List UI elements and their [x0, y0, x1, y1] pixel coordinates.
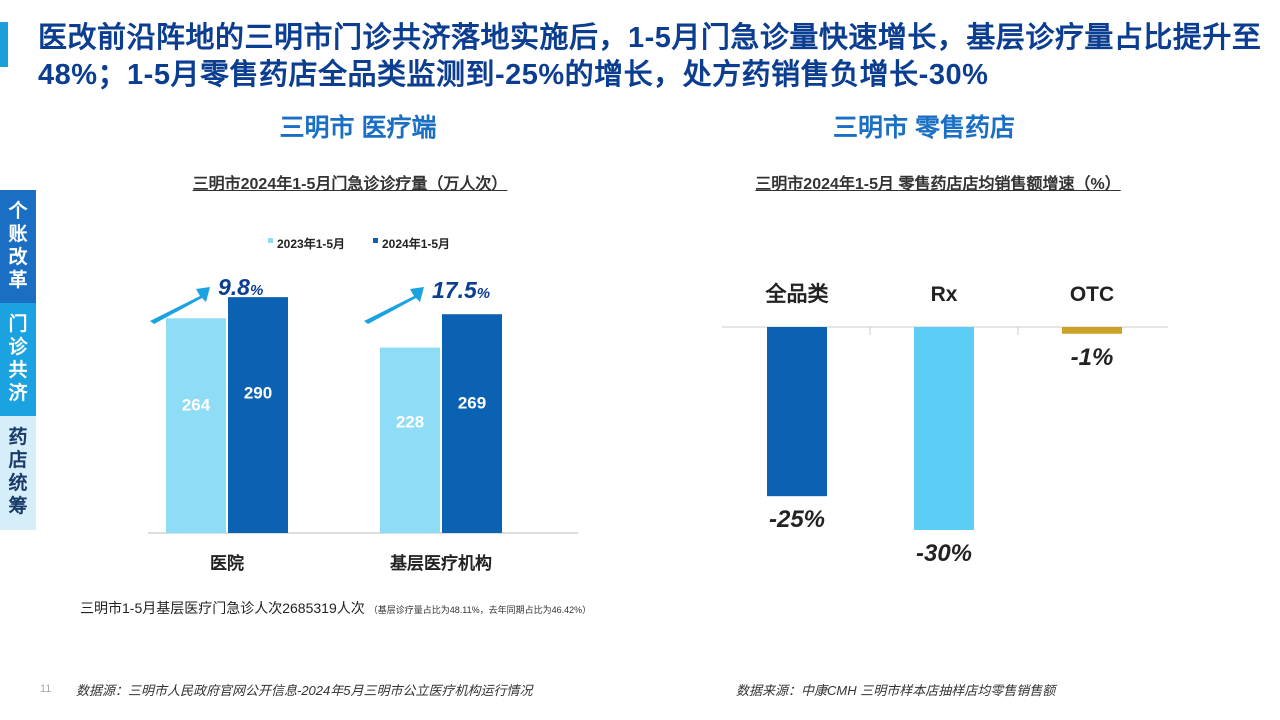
bar-value-label-1-0: 228 — [396, 412, 424, 431]
bar-0-0 — [166, 318, 226, 533]
bar-0-1 — [228, 297, 288, 533]
growth-label-1: 17.5% — [432, 277, 490, 303]
category-label-1: 基层医疗机构 — [389, 553, 492, 573]
side-tab-outpatient-pooling[interactable]: 门诊共济 — [0, 303, 36, 416]
growth-arrow-icon — [364, 287, 424, 324]
bar-value-label-0-0: 264 — [182, 396, 211, 415]
legend-label-0: 2023年1-5月 — [277, 236, 345, 251]
right-chart-title: 三明市2024年1-5月 零售药店店均销售额增速（%） — [755, 176, 1121, 193]
legend-label-1: 2024年1-5月 — [382, 236, 450, 251]
right-category-label-1: Rx — [931, 283, 958, 306]
left-source: 数据源：三明市人民政府官网公开信息-2024年5月三明市公立医疗机构运行情况 — [76, 683, 533, 698]
bar-1-0 — [380, 347, 440, 533]
growth-label-0: 9.8% — [218, 274, 263, 300]
right-value-label-2: -1% — [1071, 344, 1114, 371]
growth-arrow-icon — [150, 287, 210, 324]
right-category-label-0: 全品类 — [765, 282, 830, 306]
right-value-label-1: -30% — [916, 540, 972, 567]
bar-value-label-1-1: 269 — [458, 393, 486, 412]
left-section-title: 三明市 医疗端 — [279, 114, 437, 142]
headline-accent-bar — [0, 22, 8, 67]
page-number: 11 — [40, 683, 52, 695]
bar-1-1 — [442, 314, 502, 533]
bar-value-label-0-1: 290 — [244, 384, 272, 403]
left-chart-title: 三明市2024年1-5月门急诊诊疗量（万人次） — [192, 176, 508, 193]
note-small: （基层诊疗量占比为48.11%，去年同期占比为46.42%） — [368, 605, 592, 615]
right-value-label-0: -25% — [769, 506, 825, 533]
legend-swatch-0 — [268, 238, 273, 243]
legend-swatch-1 — [373, 238, 378, 243]
note-main: 三明市1-5月基层医疗门急诊人次2685319人次 — [80, 600, 365, 616]
grassroots-note: 三明市1-5月基层医疗门急诊人次2685319人次 （基层诊疗量占比为48.11%… — [80, 598, 591, 618]
category-label-0: 医院 — [210, 553, 244, 573]
right-section-title: 三明市 零售药店 — [833, 114, 1015, 142]
right-bar-1 — [914, 327, 974, 530]
right-bar-2 — [1062, 327, 1122, 334]
side-tab-account-reform[interactable]: 个账改革 — [0, 190, 36, 303]
right-bar-0 — [767, 327, 827, 497]
right-category-label-2: OTC — [1070, 283, 1114, 306]
headline: 医改前沿阵地的三明市门诊共济落地实施后，1-5月门急诊量快速增长，基层诊疗量占比… — [38, 22, 1262, 91]
side-tabs: 个账改革 门诊共济 药店统筹 — [0, 190, 36, 530]
side-tab-pharmacy-pooling[interactable]: 药店统筹 — [0, 416, 36, 530]
right-source: 数据来源：中康CMH 三明市样本店抽样店均零售销售额 — [736, 683, 1056, 698]
